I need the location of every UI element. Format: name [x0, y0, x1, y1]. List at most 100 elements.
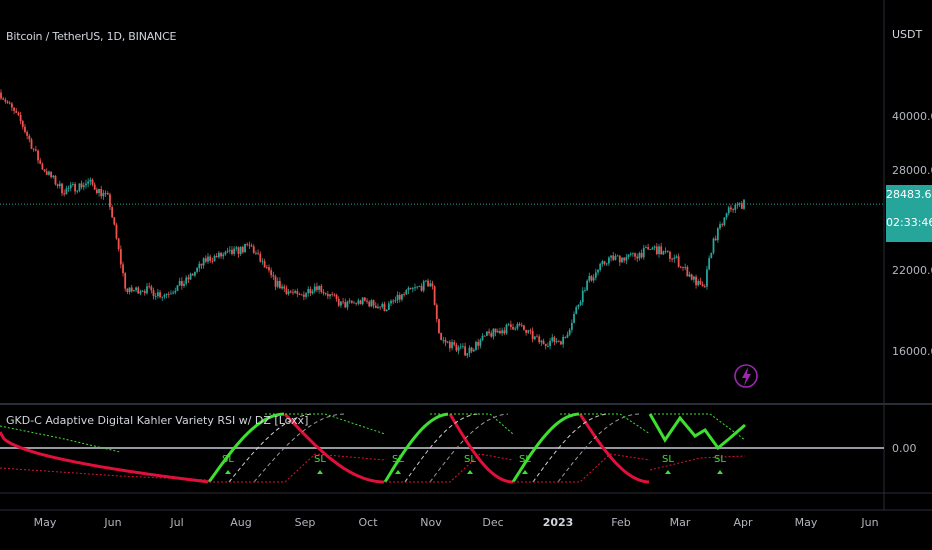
candle-body — [241, 246, 244, 253]
candle-body — [278, 280, 281, 289]
candle-body — [159, 292, 161, 298]
candle-body — [727, 207, 730, 214]
candle-body — [154, 296, 157, 297]
candle-body — [146, 286, 148, 294]
candle-body — [119, 249, 122, 265]
indicator-zero-tick: 0.00 — [892, 442, 917, 455]
candle-body — [326, 293, 329, 297]
indicator-signal — [532, 413, 609, 483]
candle-body — [4, 99, 7, 102]
candle-body — [109, 194, 111, 208]
indicator-dz-lower — [513, 453, 651, 483]
time-tick: Feb — [611, 516, 631, 529]
candle-body — [167, 293, 170, 295]
sl-signal-label: SL — [519, 454, 531, 465]
symbol-legend[interactable]: Bitcoin / TetherUS, 1D, BINANCE — [6, 30, 177, 43]
candle-body — [82, 185, 85, 188]
candle-body — [631, 253, 634, 255]
candle-body — [148, 286, 151, 288]
candle-body — [340, 301, 342, 306]
candle-body — [697, 280, 700, 286]
candle-body — [259, 253, 262, 262]
candle-body — [263, 261, 266, 268]
indicator-rsi-bear — [0, 431, 209, 484]
candle-body — [320, 285, 323, 292]
candle-body — [424, 280, 427, 282]
candle-body — [43, 169, 46, 172]
candle-body — [300, 294, 303, 296]
candle-body — [252, 246, 255, 253]
candle-body — [586, 280, 589, 291]
candle-body — [459, 346, 462, 348]
indicator-signal — [429, 413, 509, 483]
candle-body — [213, 255, 216, 262]
candle-body — [13, 107, 15, 111]
candle-body — [30, 139, 33, 149]
candle-body — [329, 294, 331, 297]
time-tick: Aug — [230, 516, 252, 529]
candle-body — [649, 249, 652, 250]
candle-body — [401, 294, 403, 300]
candle-body — [194, 271, 196, 276]
candle-body — [505, 324, 508, 334]
candle-body — [50, 171, 53, 178]
candle-body — [113, 217, 116, 225]
candle-body — [355, 302, 358, 304]
candle-body — [464, 346, 467, 356]
candle-body — [106, 193, 109, 195]
candle-body — [76, 190, 79, 192]
candle-body — [509, 324, 512, 327]
time-tick: Oct — [358, 516, 378, 529]
indicator-title[interactable]: GKD-C Adaptive Digital Kahler Variety RS… — [6, 414, 309, 427]
lightning-icon — [742, 367, 751, 386]
candle-body — [178, 281, 181, 286]
candle-body — [475, 341, 477, 350]
candle-body — [655, 246, 658, 255]
sl-signal-label: SL — [464, 454, 476, 465]
candle-body — [594, 272, 597, 278]
candle-body — [448, 341, 451, 349]
candle-body — [207, 256, 209, 262]
candle-body — [446, 341, 449, 343]
candle-body — [542, 340, 545, 344]
candle-body — [139, 291, 142, 294]
candle-body — [714, 238, 717, 241]
indicator-rsi-bull — [207, 412, 285, 483]
candle-body — [658, 246, 660, 255]
candle-body — [387, 303, 390, 310]
candle-body — [318, 285, 321, 290]
candle-body — [701, 284, 704, 287]
candle-body — [470, 347, 473, 352]
candle-body — [536, 336, 538, 338]
candle-body — [67, 188, 70, 190]
indicator-rsi-bear — [448, 413, 514, 484]
indicator-rsi-bear — [578, 413, 650, 484]
sl-signal-arrow — [522, 470, 528, 474]
candle-body — [224, 251, 227, 255]
candle-body — [730, 207, 732, 210]
candle-body — [568, 329, 571, 335]
candle-body — [276, 280, 279, 287]
candle-body — [407, 287, 410, 291]
candle-body — [200, 263, 203, 266]
candle-body — [603, 261, 606, 264]
candle-body — [174, 290, 177, 293]
candle-body — [501, 330, 504, 334]
currency-label[interactable]: USDT — [892, 28, 923, 41]
candle-body — [289, 291, 292, 293]
candle-body — [529, 330, 532, 332]
candle-body — [272, 275, 275, 277]
candle-body — [636, 256, 639, 259]
candle-body — [204, 258, 207, 262]
candle-body — [370, 300, 373, 307]
last-price-badge: 28483.67 — [886, 185, 932, 204]
candle-body — [383, 303, 386, 311]
candle-body — [740, 203, 743, 209]
candle-body — [669, 251, 671, 259]
candle-body — [507, 324, 510, 326]
candle-body — [359, 300, 362, 305]
candle-body — [187, 277, 190, 280]
indicator-dz-upper — [265, 413, 386, 435]
candle-body — [409, 287, 412, 289]
